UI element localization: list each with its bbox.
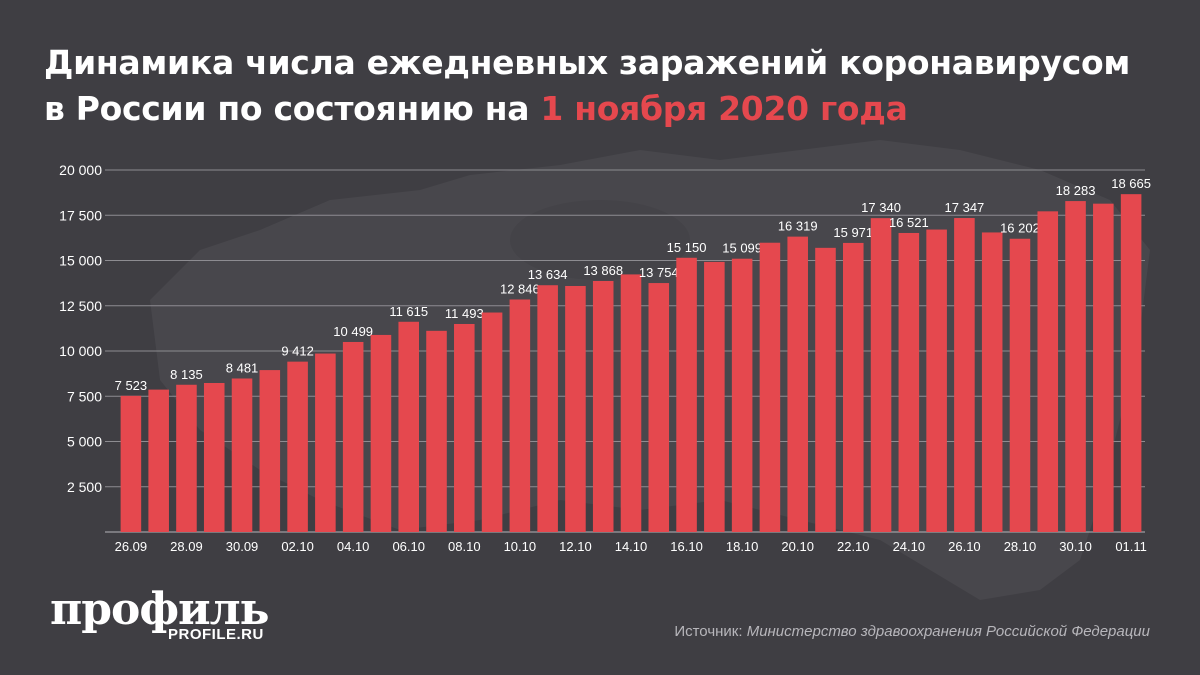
title-line-2: в России по состоянию на 1 ноября 2020 г… [44,86,1164,132]
bar [759,242,781,532]
bar [1065,201,1086,532]
bar [870,218,892,532]
x-tick-label: 02.10 [281,539,314,554]
bar [509,299,531,532]
x-tick-label: 26.10 [948,539,981,554]
x-tick-label: 08.10 [448,539,481,554]
x-tick-label: 26.09 [115,539,148,554]
x-tick-label: 18.10 [726,539,759,554]
x-tick-label: 24.10 [893,539,926,554]
y-tick-label: 5 000 [67,434,102,450]
bar [565,285,586,532]
x-tick-label: 06.10 [392,539,425,554]
x-tick-label: 20.10 [781,539,814,554]
source-note: Источник: Министерство здравоохранения Р… [674,623,1150,640]
bar [842,242,864,532]
data-label: 15 150 [667,240,707,255]
bar [287,361,308,532]
bar [926,229,947,532]
x-tick-label: 04.10 [337,539,370,554]
data-label: 18 665 [1111,176,1151,191]
bar [1120,194,1142,532]
y-tick-label: 10 000 [59,343,102,359]
data-label: 16 521 [889,215,929,230]
x-tick-label: 16.10 [670,539,703,554]
y-tick-label: 2 500 [67,479,102,495]
data-label: 12 846 [500,281,540,296]
bar [648,283,670,532]
bar [259,370,281,532]
brand-url: PROFILE.RU [168,626,264,643]
bar [731,258,753,532]
bar [815,247,836,532]
x-tick-label: 30.09 [226,539,259,554]
chart-title: Динамика числа ежедневных заражений коро… [44,40,1164,132]
bar [342,341,364,532]
bar [954,218,975,533]
bar [787,236,808,532]
data-label: 13 754 [639,265,679,280]
x-tick-label: 28.10 [1004,539,1037,554]
title-date-accent: 1 ноября 2020 года [540,89,908,128]
data-label: 8 481 [226,360,259,375]
bar [203,383,225,532]
data-label: 9 412 [281,344,314,359]
bar [981,232,1003,532]
bar [704,261,725,532]
data-label: 11 615 [389,304,428,319]
bar [426,330,447,532]
y-tick-label: 12 500 [59,298,102,314]
data-label: 16 202 [1000,221,1040,236]
bar [676,257,697,532]
x-tick-label: 14.10 [615,539,648,554]
bar [370,334,392,532]
data-label: 7 523 [115,378,148,393]
bar [176,384,197,532]
bar [454,323,475,532]
bar [231,378,253,532]
bar [398,321,420,532]
bar [120,395,142,532]
x-tick-label: 22.10 [837,539,870,554]
data-label: 17 347 [945,200,985,215]
x-tick-label: 10.10 [504,539,537,554]
y-tick-label: 15 000 [59,253,102,269]
data-label: 15 971 [833,225,873,240]
x-tick-label: 30.10 [1059,539,1092,554]
source-label: Источник: [674,623,747,640]
bar [1009,238,1031,532]
data-label: 17 340 [861,200,901,215]
source-value: Министерство здравоохранения Российской … [746,623,1150,640]
y-tick-label: 17 500 [59,207,102,223]
data-label: 16 319 [778,219,818,234]
data-label: 11 493 [445,306,484,321]
data-label: 10 499 [333,324,373,339]
data-label: 8 135 [170,367,203,382]
brand-name: профиль [50,584,270,635]
bar [1037,211,1059,532]
bar [898,232,920,532]
y-tick-label: 20 000 [59,162,102,178]
bar [148,389,169,532]
bar [620,274,642,532]
x-tick-label: 12.10 [559,539,592,554]
bar [1093,203,1114,532]
title-line-1: Динамика числа ежедневных заражений коро… [44,43,1130,82]
x-tick-label: 01.11 [1115,539,1147,554]
brand-logo: профиль PROFILE.RU [50,584,270,644]
bar [481,312,503,532]
bar [537,285,558,532]
data-label: 13 868 [583,263,623,278]
title-line-2-prefix: в России по состоянию на [44,89,541,128]
data-label: 15 099 [722,241,762,256]
data-label: 18 283 [1056,183,1096,198]
bar [315,353,336,532]
y-tick-label: 7 500 [67,388,102,404]
data-label: 13 634 [528,267,568,282]
bar [592,280,614,532]
x-tick-label: 28.09 [170,539,203,554]
